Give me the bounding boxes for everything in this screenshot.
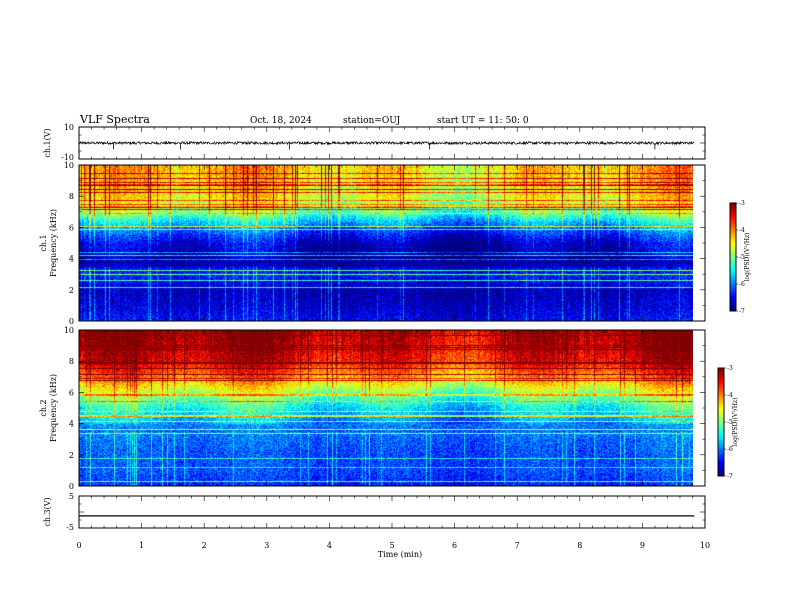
frequency-tick-label: 0 [69,317,74,326]
start-ut-label: start UT = 11: 50: 0 [437,116,529,126]
ch2-colorbar [718,368,724,476]
ch1-spectrogram-ylabel: Frequency (kHz) [49,209,58,277]
ch1-spectrogram-ytick-labels: 0 2 4 6 8 10 [64,161,74,326]
ch1-colorbar [730,203,736,311]
time-tick-label: 6 [452,541,457,550]
colorbar-tick-label: -6 [727,446,733,453]
ch2-spectrogram-ticks [78,329,706,487]
ch1-waveform-panel: 10 -10 ch.1(V) [43,123,706,162]
frequency-tick-label: 10 [64,326,74,335]
frequency-tick-label: 0 [69,482,74,491]
time-tick-label: 4 [327,541,332,550]
ch1-waveform-ticks [78,126,706,160]
time-tick-label: 9 [640,541,645,550]
ch3-ytick-top: 5 [69,492,74,501]
ch3-waveform-panel: 5 -5 ch.3(V) 0 1 2 3 4 5 6 7 8 9 10 Time (min) [43,492,710,559]
ch1-colorbar-label: log(PSD)(V²/Hz) [744,233,751,282]
colorbar-tick-label: -3 [739,200,745,207]
time-tick-label: 8 [577,541,582,550]
ch2-colorbar-label: log(PSD)(V²/Hz) [732,398,739,447]
ch2-spectrogram-channel-label: ch.2 [39,399,48,416]
colorbar-tick-label: -5 [739,254,745,261]
ch2-spectrogram-image [79,330,693,486]
time-tick-label: 0 [76,541,81,550]
ch2-colorbar-tick-labels: -3 -4 -5 -6 -7 [724,365,733,480]
time-tick-label: 3 [264,541,269,550]
ch1-waveform-trace [78,140,695,150]
frequency-tick-label: 2 [69,286,74,295]
time-axis-tick-labels: 0 1 2 3 4 5 6 7 8 9 10 [76,541,710,550]
ch2-spectrogram-ylabel: Frequency (kHz) [49,374,58,442]
colorbar-tick-label: -6 [739,281,745,288]
time-tick-label: 1 [139,541,144,550]
ch2-spectrogram-ytick-labels: 0 2 4 6 8 10 [64,326,74,491]
frequency-tick-label: 8 [69,192,74,201]
colorbar-tick-label: -3 [727,365,733,372]
colorbar-tick-label: -4 [739,227,745,234]
time-tick-label: 10 [700,541,710,550]
colorbar-tick-label: -5 [727,419,733,426]
frequency-tick-label: 2 [69,451,74,460]
frequency-tick-label: 8 [69,357,74,366]
colorbar-tick-label: -7 [739,308,745,315]
colorbar-tick-label: -4 [727,392,733,399]
ch3-waveform-ticks [78,495,706,529]
figure-title: VLF Spectra [79,113,150,126]
ch1-waveform-line [78,140,695,146]
time-tick-label: 7 [515,541,520,550]
station-label: station=OUJ [343,116,401,126]
ch3-ytick-bottom: -5 [66,523,74,532]
ch3-waveform-ylabel: ch.3(V) [43,497,52,526]
ch1-spectrogram-channel-label: ch.1 [39,234,48,251]
frequency-tick-label: 4 [69,255,74,264]
colorbar-tick-label: -7 [727,473,733,480]
time-tick-label: 2 [202,541,207,550]
ch1-ytick-top: 10 [64,123,74,132]
date-label: Oct. 18, 2024 [250,116,312,126]
time-axis-label: Time (min) [378,550,422,559]
ch1-ytick-bottom: -10 [61,153,74,162]
frequency-tick-label: 4 [69,420,74,429]
ch1-spectrogram-image [79,165,693,321]
ch1-spectrogram-ticks [78,164,706,322]
frequency-tick-label: 6 [69,388,74,397]
frequency-tick-label: 6 [69,223,74,232]
frequency-tick-label: 10 [64,161,74,170]
ch1-colorbar-tick-labels: -3 -4 -5 -6 -7 [736,200,745,315]
time-tick-label: 5 [389,541,394,550]
ch1-waveform-ylabel: ch.1(V) [43,128,52,157]
